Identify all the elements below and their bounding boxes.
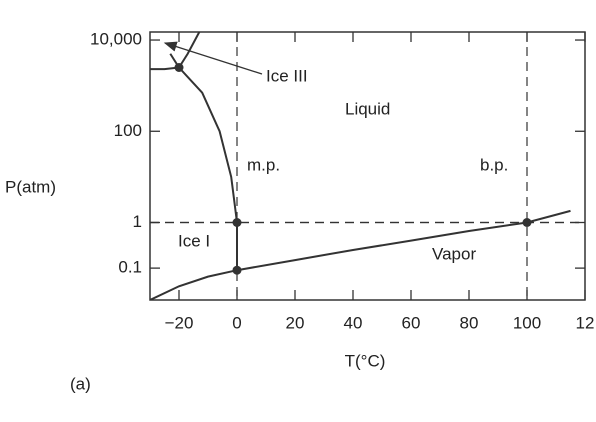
y-tick-label: 10,000	[90, 30, 142, 49]
annotation: b.p.	[480, 155, 508, 174]
x-tick-label: 20	[286, 313, 305, 332]
y-tick-label: 0.1	[118, 258, 142, 277]
point	[174, 62, 184, 72]
phase-boundary	[150, 209, 571, 300]
y-tick-label: 1	[133, 212, 142, 231]
annotation: m.p.	[247, 155, 280, 174]
phase-boundary	[150, 66, 180, 71]
x-tick-label: 80	[460, 313, 479, 332]
x-tick-label: 60	[402, 313, 421, 332]
x-tick-label: −20	[165, 313, 194, 332]
x-tick-label: 100	[513, 313, 541, 332]
x-tick-label: 0	[232, 313, 241, 332]
annotation: Liquid	[345, 99, 390, 118]
y-tick-label: 100	[114, 121, 142, 140]
x-tick-label: 12	[576, 313, 595, 332]
panel-label: (a)	[70, 374, 91, 393]
annotation: Vapor	[432, 244, 476, 263]
plot-frame	[149, 31, 586, 301]
x-tick-label: 40	[344, 313, 363, 332]
annotation: Ice I	[178, 231, 210, 250]
y-axis-label: P(atm)	[5, 177, 56, 196]
point	[232, 265, 242, 275]
point	[232, 217, 242, 227]
point	[522, 217, 532, 227]
annotation: Ice III	[266, 66, 308, 85]
annotation-arrow	[163, 41, 263, 75]
phase-boundary	[178, 32, 201, 69]
x-axis-label: T(°C)	[345, 351, 386, 370]
